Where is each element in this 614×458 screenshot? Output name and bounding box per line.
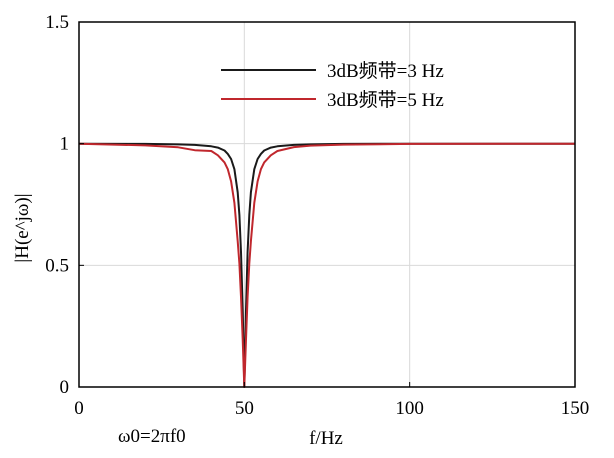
y-tick-label: 1 [60, 134, 70, 155]
x-axis-label: f/Hz [309, 428, 343, 449]
x-tick-label: 150 [561, 398, 590, 419]
x-tick-label: 0 [74, 398, 84, 419]
omega-annotation: ω0=2πf0 [118, 426, 186, 447]
legend-label-2: 3dB频带=5 Hz [327, 89, 444, 111]
legend-label-1: 3dB频带=3 Hz [327, 60, 444, 82]
y-tick-label: 1.5 [45, 12, 69, 33]
x-tick-label: 50 [235, 398, 254, 419]
legend: 3dB频带=3 Hz 3dB频带=5 Hz [221, 60, 444, 111]
axis-ticks: 0 50 100 150 0 0.5 1 1.5 [45, 12, 589, 419]
plot-frame [78, 21, 576, 388]
x-tick-label: 100 [395, 398, 424, 419]
series-line-2 [78, 142, 576, 388]
y-axis-label: |H(e^jω)| [12, 193, 33, 262]
y-tick-label: 0 [60, 377, 70, 398]
y-tick-label: 0.5 [45, 255, 69, 276]
series-lines [78, 142, 576, 388]
